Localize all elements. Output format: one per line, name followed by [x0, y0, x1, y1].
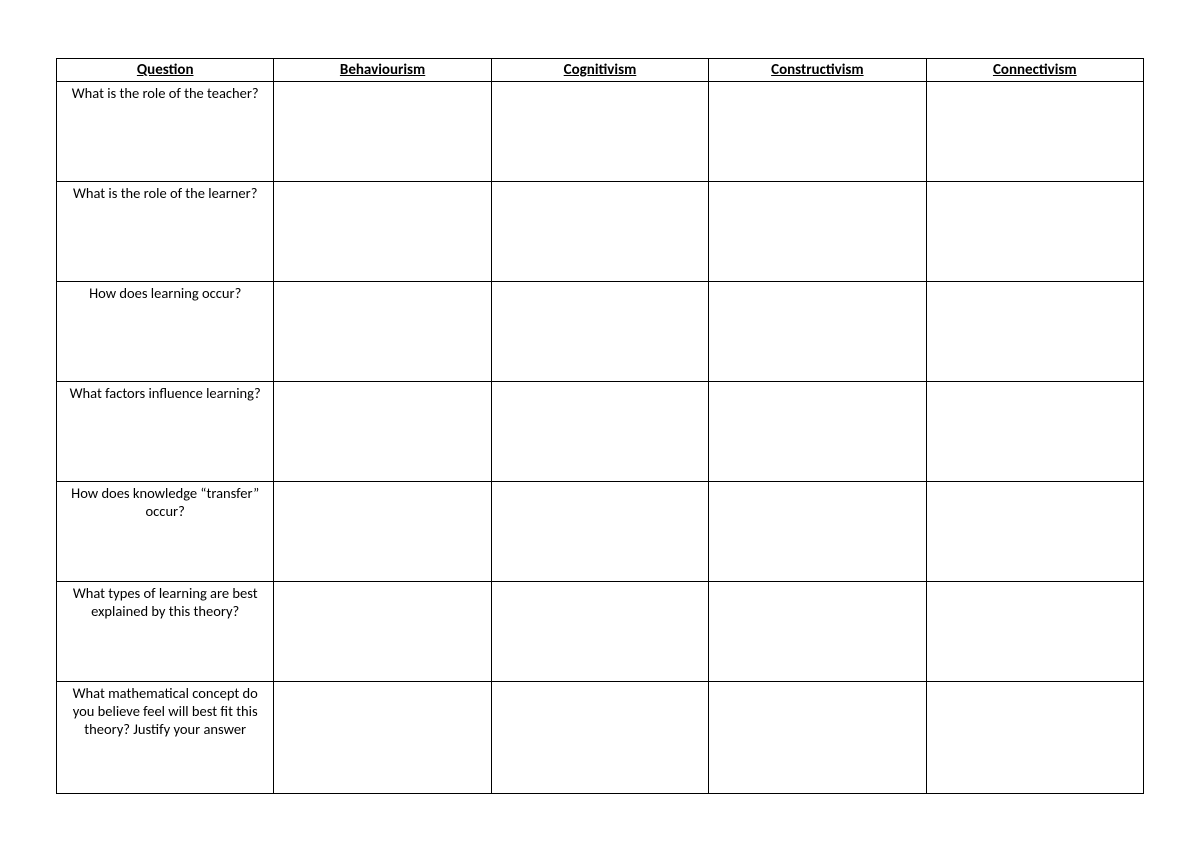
question-cell: What is the role of the learner? — [57, 182, 274, 282]
answer-cell — [926, 382, 1143, 482]
answer-cell — [709, 82, 926, 182]
answer-cell — [491, 182, 708, 282]
answer-cell — [709, 282, 926, 382]
table-row: What mathematical concept do you believe… — [57, 682, 1144, 794]
answer-cell — [274, 282, 491, 382]
table-row: What is the role of the learner? — [57, 182, 1144, 282]
answer-cell — [491, 282, 708, 382]
col-header-question: Question — [57, 59, 274, 82]
answer-cell — [274, 182, 491, 282]
answer-cell — [274, 682, 491, 794]
question-cell: What mathematical concept do you believe… — [57, 682, 274, 794]
answer-cell — [709, 182, 926, 282]
question-cell: What types of learning are best explaine… — [57, 582, 274, 682]
answer-cell — [709, 382, 926, 482]
answer-cell — [926, 482, 1143, 582]
question-cell: How does learning occur? — [57, 282, 274, 382]
table-row: How does learning occur? — [57, 282, 1144, 382]
answer-cell — [709, 582, 926, 682]
answer-cell — [274, 382, 491, 482]
answer-cell — [491, 482, 708, 582]
col-header-behaviourism: Behaviourism — [274, 59, 491, 82]
table-header-row: Question Behaviourism Cognitivism Constr… — [57, 59, 1144, 82]
answer-cell — [926, 582, 1143, 682]
answer-cell — [491, 582, 708, 682]
answer-cell — [926, 682, 1143, 794]
question-cell: What is the role of the teacher? — [57, 82, 274, 182]
answer-cell — [274, 482, 491, 582]
answer-cell — [709, 482, 926, 582]
table-row: How does knowledge “transfer” occur? — [57, 482, 1144, 582]
col-header-cognitivism: Cognitivism — [491, 59, 708, 82]
question-cell: How does knowledge “transfer” occur? — [57, 482, 274, 582]
question-cell: What factors influence learning? — [57, 382, 274, 482]
answer-cell — [926, 182, 1143, 282]
answer-cell — [926, 82, 1143, 182]
learning-theories-table: Question Behaviourism Cognitivism Constr… — [56, 58, 1144, 794]
col-header-connectivism: Connectivism — [926, 59, 1143, 82]
answer-cell — [491, 382, 708, 482]
table-row: What is the role of the teacher? — [57, 82, 1144, 182]
table-row: What types of learning are best explaine… — [57, 582, 1144, 682]
answer-cell — [274, 582, 491, 682]
answer-cell — [491, 82, 708, 182]
answer-cell — [709, 682, 926, 794]
table-row: What factors influence learning? — [57, 382, 1144, 482]
col-header-constructivism: Constructivism — [709, 59, 926, 82]
answer-cell — [274, 82, 491, 182]
answer-cell — [491, 682, 708, 794]
answer-cell — [926, 282, 1143, 382]
